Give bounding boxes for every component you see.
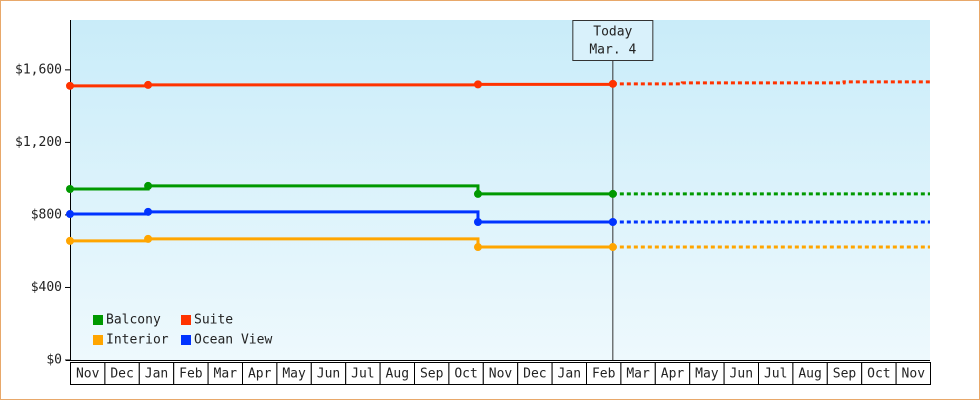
price-point [144,80,153,89]
price-point [66,81,74,90]
x-tick-label: May [282,367,306,382]
price-line [70,237,613,249]
month-cell [895,362,931,385]
price-point [66,236,74,245]
x-tick-label: Apr [661,367,685,382]
price-point [66,185,74,194]
price-point [144,234,153,243]
x-tick-label: Sep [420,367,444,382]
price-line [70,210,613,224]
legend-label: Interior [106,333,169,348]
price-point [608,79,617,88]
x-tick-label: Apr [248,367,272,382]
legend-swatch [181,335,191,345]
legend-swatch [93,315,103,325]
today-label: Today [593,25,632,40]
x-tick-label: Jul [351,367,374,382]
x-tick-label: Nov [902,367,926,382]
price-point [473,218,482,227]
x-tick-label: Feb [179,367,203,382]
today-box [572,20,654,61]
x-tick-label: Nov [76,367,100,382]
x-tick-label: Jan [558,367,581,382]
x-tick-label: Dec [523,367,546,382]
price-point [608,189,617,198]
y-tick-label: $800 [31,207,62,222]
price-point [608,243,617,252]
x-tick-label: Nov [489,367,513,382]
legend-swatch [181,315,191,325]
x-tick-label: Jan [145,367,168,382]
x-tick-label: Sep [833,367,857,382]
y-tick-label: $400 [31,280,62,295]
price-point [144,207,153,216]
x-tick-label: Mar [214,367,238,382]
x-tick-label: Mar [626,367,650,382]
x-tick-label: Oct [454,367,477,382]
legend-swatch [93,335,103,345]
x-tick-label: Jun [730,367,753,382]
legend-label: Ocean View [194,333,272,348]
x-tick-label: Oct [867,367,890,382]
y-tick-label: $1,600 [15,62,62,77]
price-point [473,80,482,89]
y-tick-label: $0 [46,353,62,368]
price-point [66,210,74,219]
x-tick-label: Dec [110,367,133,382]
x-tick-label: Aug [386,367,409,382]
today-date: Mar. 4 [589,43,636,58]
plot-area [70,20,930,360]
x-tick-label: Jul [764,367,787,382]
x-tick-label: May [695,367,719,382]
x-tick-label: Aug [798,367,821,382]
y-tick-label: $1,200 [15,135,62,150]
price-point [608,218,617,227]
x-tick-label: Feb [592,367,616,382]
legend-label: Suite [194,313,233,328]
price-point [473,243,482,252]
price-line [70,184,613,196]
price-point [473,189,482,198]
legend-label: Balcony [106,313,161,328]
x-tick-label: Jun [317,367,340,382]
price-point [144,181,153,190]
projection-line [612,80,930,86]
